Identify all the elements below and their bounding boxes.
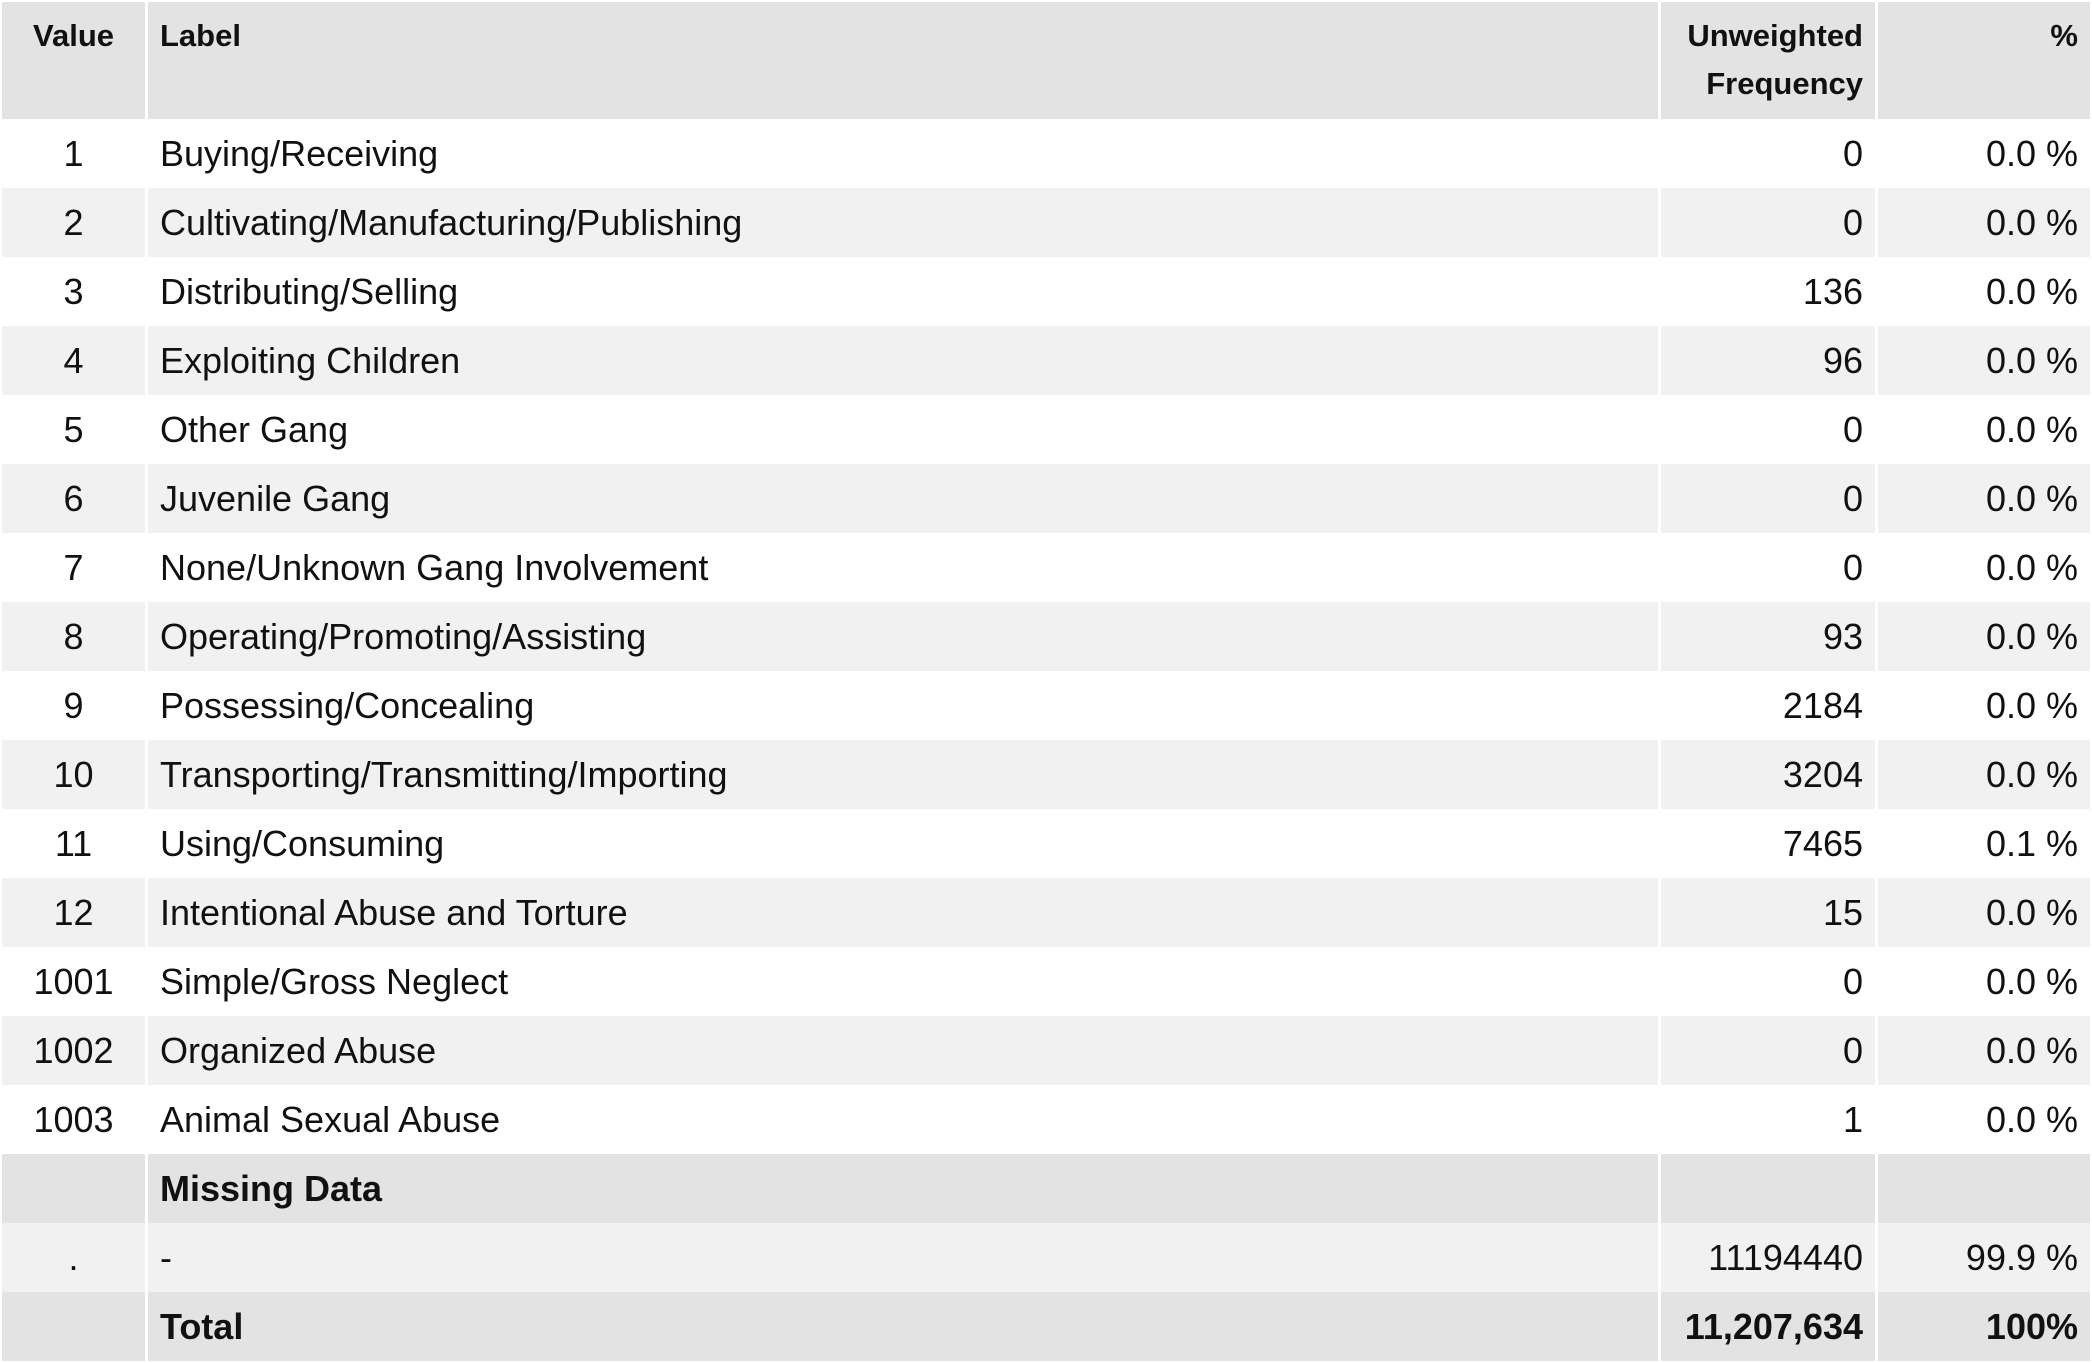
row-percent: 0.0 % [1875, 671, 2090, 740]
row-percent: 0.1 % [1875, 809, 2090, 878]
table-row: 12 Intentional Abuse and Torture 15 0.0 … [2, 878, 2090, 947]
row-label: Possessing/Concealing [145, 671, 1658, 740]
total-value-blank [2, 1292, 145, 1361]
row-value: 10 [2, 740, 145, 809]
row-label: Animal Sexual Abuse [145, 1085, 1658, 1154]
row-frequency: 0 [1658, 947, 1875, 1016]
section-frequency-blank [1658, 1154, 1875, 1223]
row-frequency: 2184 [1658, 671, 1875, 740]
row-percent: 0.0 % [1875, 947, 2090, 1016]
total-row: Total 11,207,634 100% [2, 1292, 2090, 1361]
table-row: 8 Operating/Promoting/Assisting 93 0.0 % [2, 602, 2090, 671]
row-frequency: 93 [1658, 602, 1875, 671]
header-unweighted-frequency: Unweighted Frequency [1658, 2, 1875, 119]
table-row: 5 Other Gang 0 0.0 % [2, 395, 2090, 464]
row-percent: 0.0 % [1875, 395, 2090, 464]
section-percent-blank [1875, 1154, 2090, 1223]
table-row: 4 Exploiting Children 96 0.0 % [2, 326, 2090, 395]
header-label: Label [145, 2, 1658, 119]
row-value: 2 [2, 188, 145, 257]
header-value: Value [2, 2, 145, 119]
row-frequency: 96 [1658, 326, 1875, 395]
row-percent: 0.0 % [1875, 1085, 2090, 1154]
row-frequency: 11194440 [1658, 1223, 1875, 1292]
table-row: 6 Juvenile Gang 0 0.0 % [2, 464, 2090, 533]
row-label: Simple/Gross Neglect [145, 947, 1658, 1016]
row-value: 3 [2, 257, 145, 326]
row-label: Operating/Promoting/Assisting [145, 602, 1658, 671]
row-frequency: 7465 [1658, 809, 1875, 878]
row-value: 8 [2, 602, 145, 671]
row-value: 9 [2, 671, 145, 740]
table-header-row: Value Label Unweighted Frequency % [2, 2, 2090, 119]
missing-data-heading: Missing Data [145, 1154, 1658, 1223]
row-frequency: 0 [1658, 119, 1875, 188]
table-row: 1001 Simple/Gross Neglect 0 0.0 % [2, 947, 2090, 1016]
row-frequency: 0 [1658, 1016, 1875, 1085]
row-percent: 0.0 % [1875, 119, 2090, 188]
row-frequency: 0 [1658, 188, 1875, 257]
row-label: Intentional Abuse and Torture [145, 878, 1658, 947]
total-percent: 100% [1875, 1292, 2090, 1361]
header-frequency-line1: Unweighted [1687, 18, 1863, 53]
table-row: 3 Distributing/Selling 136 0.0 % [2, 257, 2090, 326]
row-value: . [2, 1223, 145, 1292]
row-value: 1003 [2, 1085, 145, 1154]
table-row: 11 Using/Consuming 7465 0.1 % [2, 809, 2090, 878]
total-frequency: 11,207,634 [1658, 1292, 1875, 1361]
table-row: 7 None/Unknown Gang Involvement 0 0.0 % [2, 533, 2090, 602]
row-label: Juvenile Gang [145, 464, 1658, 533]
table-row: 1002 Organized Abuse 0 0.0 % [2, 1016, 2090, 1085]
row-value: 1 [2, 119, 145, 188]
missing-data-section-row: Missing Data [2, 1154, 2090, 1223]
table-row: 9 Possessing/Concealing 2184 0.0 % [2, 671, 2090, 740]
row-label: Exploiting Children [145, 326, 1658, 395]
row-value: 1002 [2, 1016, 145, 1085]
missing-data-row: . - 11194440 99.9 % [2, 1223, 2090, 1292]
total-label: Total [145, 1292, 1658, 1361]
row-frequency: 3204 [1658, 740, 1875, 809]
row-frequency: 136 [1658, 257, 1875, 326]
table-row: 1 Buying/Receiving 0 0.0 % [2, 119, 2090, 188]
table-row: 1003 Animal Sexual Abuse 1 0.0 % [2, 1085, 2090, 1154]
row-value: 6 [2, 464, 145, 533]
row-label: Cultivating/Manufacturing/Publishing [145, 188, 1658, 257]
row-percent: 0.0 % [1875, 533, 2090, 602]
row-label: Buying/Receiving [145, 119, 1658, 188]
row-percent: 0.0 % [1875, 464, 2090, 533]
row-percent: 99.9 % [1875, 1223, 2090, 1292]
row-frequency: 15 [1658, 878, 1875, 947]
row-percent: 0.0 % [1875, 602, 2090, 671]
section-value-blank [2, 1154, 145, 1223]
row-value: 12 [2, 878, 145, 947]
row-label: - [145, 1223, 1658, 1292]
row-value: 5 [2, 395, 145, 464]
table-row: 10 Transporting/Transmitting/Importing 3… [2, 740, 2090, 809]
row-frequency: 1 [1658, 1085, 1875, 1154]
row-label: Transporting/Transmitting/Importing [145, 740, 1658, 809]
row-percent: 0.0 % [1875, 188, 2090, 257]
row-label: None/Unknown Gang Involvement [145, 533, 1658, 602]
header-percent: % [1875, 2, 2090, 119]
row-label: Other Gang [145, 395, 1658, 464]
row-percent: 0.0 % [1875, 1016, 2090, 1085]
row-percent: 0.0 % [1875, 878, 2090, 947]
row-label: Organized Abuse [145, 1016, 1658, 1085]
header-frequency-line2: Frequency [1706, 66, 1863, 101]
row-percent: 0.0 % [1875, 326, 2090, 395]
row-value: 11 [2, 809, 145, 878]
row-value: 4 [2, 326, 145, 395]
row-percent: 0.0 % [1875, 740, 2090, 809]
row-value: 1001 [2, 947, 145, 1016]
row-label: Using/Consuming [145, 809, 1658, 878]
table-row: 2 Cultivating/Manufacturing/Publishing 0… [2, 188, 2090, 257]
row-label: Distributing/Selling [145, 257, 1658, 326]
row-value: 7 [2, 533, 145, 602]
row-percent: 0.0 % [1875, 257, 2090, 326]
row-frequency: 0 [1658, 464, 1875, 533]
row-frequency: 0 [1658, 533, 1875, 602]
row-frequency: 0 [1658, 395, 1875, 464]
